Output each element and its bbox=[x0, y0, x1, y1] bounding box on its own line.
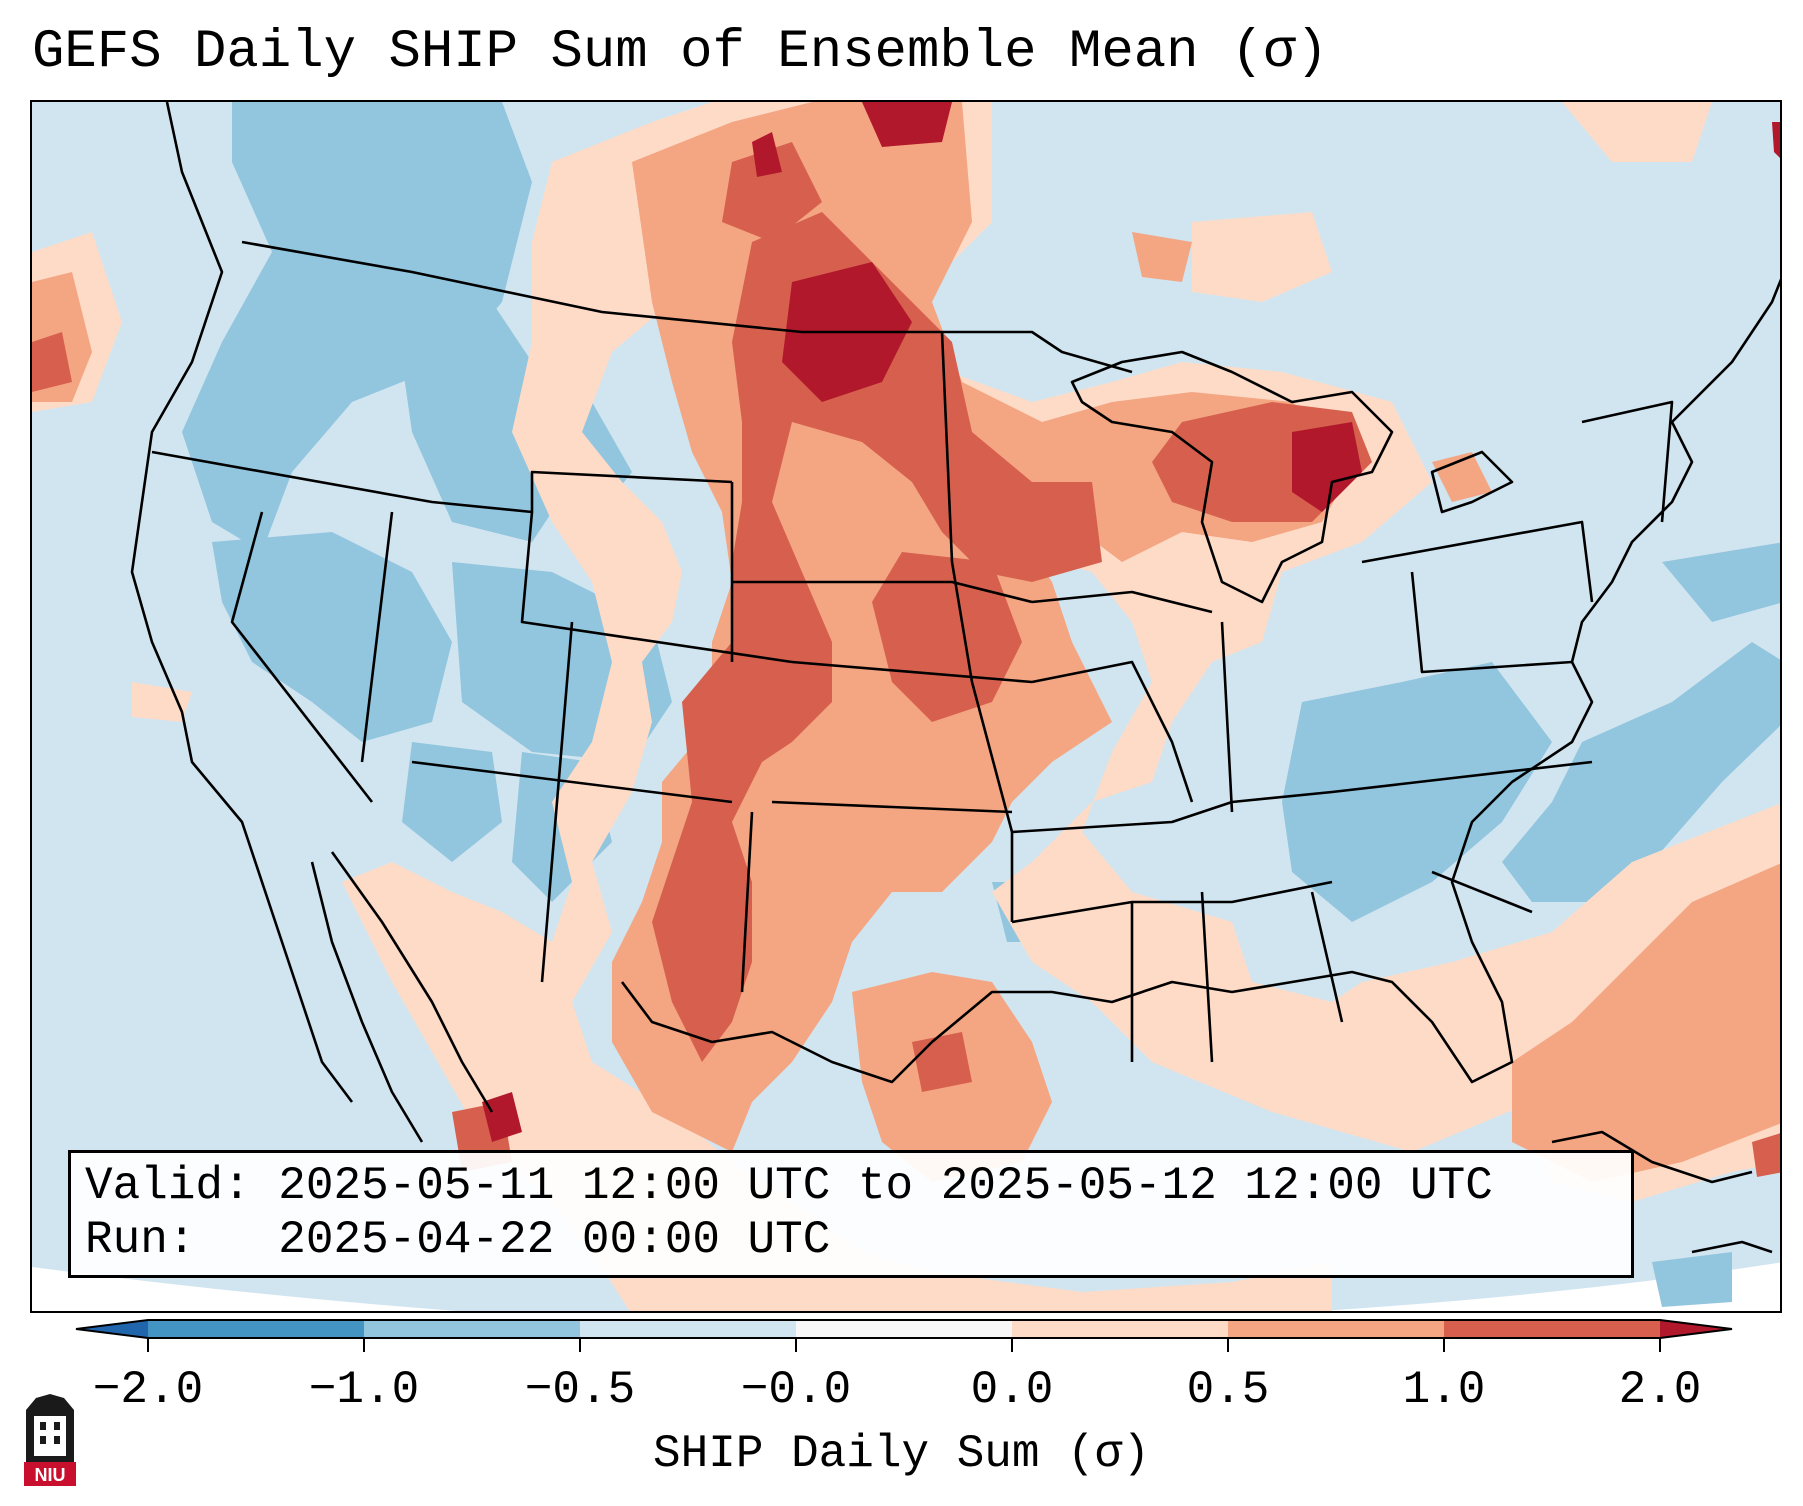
colorbar bbox=[75, 1319, 1733, 1352]
colorbar-tick-label: 0.0 bbox=[970, 1364, 1054, 1416]
colorbar-bin bbox=[148, 1320, 365, 1338]
valid-value: 2025-05-11 12:00 UTC to 2025-05-12 12:00… bbox=[278, 1160, 1493, 1212]
run-value: 2025-04-22 00:00 UTC bbox=[278, 1214, 831, 1266]
map-panel bbox=[30, 100, 1782, 1313]
colorbar-tick-label: −2.0 bbox=[92, 1364, 204, 1416]
run-label: Run: bbox=[85, 1214, 196, 1266]
colorbar-label: SHIP Daily Sum (σ) bbox=[653, 1428, 1150, 1480]
colorbar-tick-label: 2.0 bbox=[1618, 1364, 1702, 1416]
valid-run-info-box: Valid: 2025-05-11 12:00 UTC to 2025-05-1… bbox=[68, 1150, 1634, 1278]
colorbar-tick-label: −0.0 bbox=[740, 1364, 852, 1416]
valid-label: Valid: bbox=[85, 1160, 251, 1212]
colorbar-bin bbox=[1012, 1320, 1229, 1338]
colorbar-bin bbox=[580, 1320, 797, 1338]
colorbar-tick-label: 1.0 bbox=[1402, 1364, 1486, 1416]
niu-university-logo-icon: NIU bbox=[24, 1394, 76, 1486]
colorbar-tick-label: 0.5 bbox=[1186, 1364, 1270, 1416]
colorbar-over-extension bbox=[1660, 1320, 1732, 1338]
ship-anomaly-map bbox=[32, 102, 1780, 1311]
colorbar-bin bbox=[1444, 1320, 1661, 1338]
colorbar-bin bbox=[1228, 1320, 1445, 1338]
colorbar-tick-label: −0.5 bbox=[524, 1364, 636, 1416]
map-title: GEFS Daily SHIP Sum of Ensemble Mean (σ) bbox=[32, 22, 1329, 83]
logo-text: NIU bbox=[35, 1465, 66, 1485]
colorbar-under-extension bbox=[76, 1320, 148, 1338]
colorbar-bin bbox=[364, 1320, 581, 1338]
colorbar-bin bbox=[796, 1320, 1013, 1338]
colorbar-tick-label: −1.0 bbox=[308, 1364, 420, 1416]
